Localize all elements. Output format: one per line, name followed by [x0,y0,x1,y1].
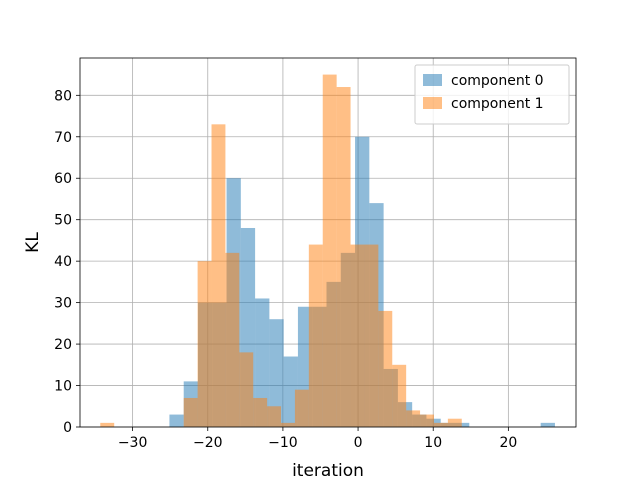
y-tick-label: 40 [54,254,72,270]
histogram-bar [378,310,393,427]
x-tick-label: 20 [499,435,517,451]
histogram-bar [540,422,555,427]
x-tick-label: −20 [193,435,223,451]
legend-swatch [423,74,442,86]
x-tick-label: −30 [118,435,148,451]
histogram-bar [455,422,470,427]
histogram-bar [183,397,198,427]
y-axis-label: KL [23,232,43,253]
histogram-bar [269,319,284,427]
y-tick-label: 50 [54,213,72,229]
plot-frame [79,57,577,428]
histogram-bar [308,244,323,427]
x-axis-label: iteration [292,461,364,480]
histogram-bar [420,414,434,427]
histogram-bar [364,244,379,427]
legend: component 0 component 1 [414,64,570,125]
histogram-bar [336,87,351,428]
histogram-bar [211,124,226,427]
x-tick-label: −10 [268,435,298,451]
y-tick-label: 60 [54,171,72,187]
histogram-bar [281,422,295,427]
histogram-bar [433,422,448,427]
x-tick-label: 10 [424,435,442,451]
histogram-bar [322,74,337,428]
histogram-bar [447,418,462,427]
y-tick-label: 70 [54,130,72,146]
histogram-bar [239,352,254,427]
legend-entry-label: component 1 [451,96,544,112]
histogram-bars [100,74,555,428]
histogram-bar [100,422,115,427]
y-tick-label: 80 [54,88,72,104]
y-tick-label: 0 [63,420,72,436]
histogram-bar [225,252,240,427]
y-tick-label: 30 [54,296,72,312]
histogram-bar [267,406,282,427]
histogram-bar [283,356,298,427]
histogram-bar [169,414,184,427]
series-1-bars [100,74,462,428]
legend-entry-label: component 0 [451,73,544,89]
histogram-bar [392,364,407,427]
histogram-bar [406,410,421,427]
x-axis-ticks: −30 −20 −10 0 10 20 [118,427,517,451]
histogram-bar [197,261,212,427]
histogram-bar [255,298,270,427]
legend-swatch [423,97,442,109]
y-tick-label: 10 [54,379,72,395]
x-tick-label: 0 [354,435,363,451]
histogram-bar [294,389,309,427]
histogram-bar [350,244,365,427]
legend-box [414,64,570,125]
histogram-bar [253,397,268,427]
y-axis-ticks: 0 10 20 30 40 50 60 70 80 [54,88,80,436]
y-tick-label: 20 [54,337,72,353]
